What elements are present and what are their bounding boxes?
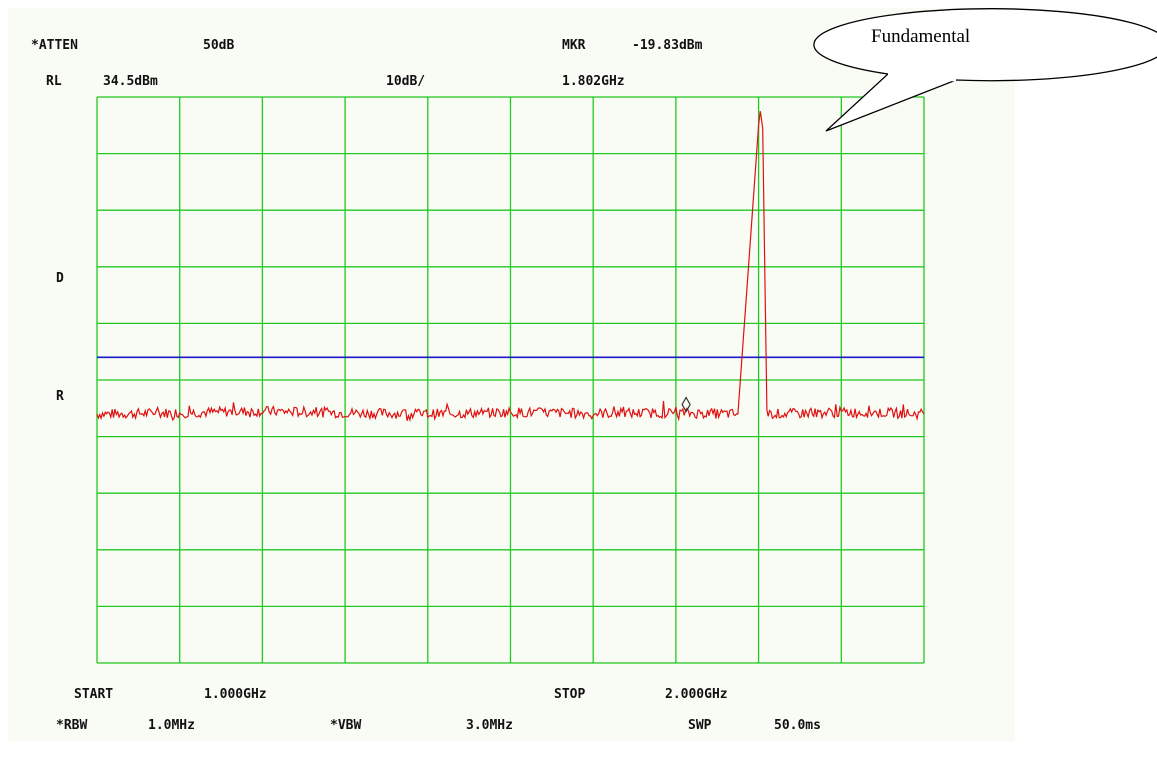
rl-label: RL [46,74,62,89]
stop-frequency: 2.000GHz [665,687,728,702]
spectrum-analyzer-screen: *ATTEN 50dB MKR -19.83dBm RL 34.5dBm 10d… [8,8,1015,741]
vbw-value: 3.0MHz [466,718,513,733]
rbw-value: 1.0MHz [148,718,195,733]
scale-per-div: 10dB/ [386,74,426,89]
marker-diamond [681,396,691,413]
rl-value: 34.5dBm [103,74,158,89]
mkr-level: -19.83dBm [632,38,703,53]
detector-label-d: D [56,271,64,286]
mkr-label: MKR [562,38,586,53]
spectrum-plot [96,96,925,664]
sweep-time: 50.0ms [774,718,821,733]
atten-label: *ATTEN [31,38,78,53]
detector-label-r: R [56,389,64,404]
start-frequency: 1.000GHz [204,687,267,702]
callout-label: Fundamental [871,26,971,47]
spectrum-trace [96,111,925,423]
stop-label: STOP [554,687,586,702]
mkr-frequency: 1.802GHz [562,74,625,89]
graticule [96,96,925,664]
vbw-label: *VBW [330,718,362,733]
rbw-label: *RBW [56,718,88,733]
atten-value: 50dB [203,38,235,53]
start-label: START [74,687,114,702]
sweep-label: SWP [688,718,712,733]
